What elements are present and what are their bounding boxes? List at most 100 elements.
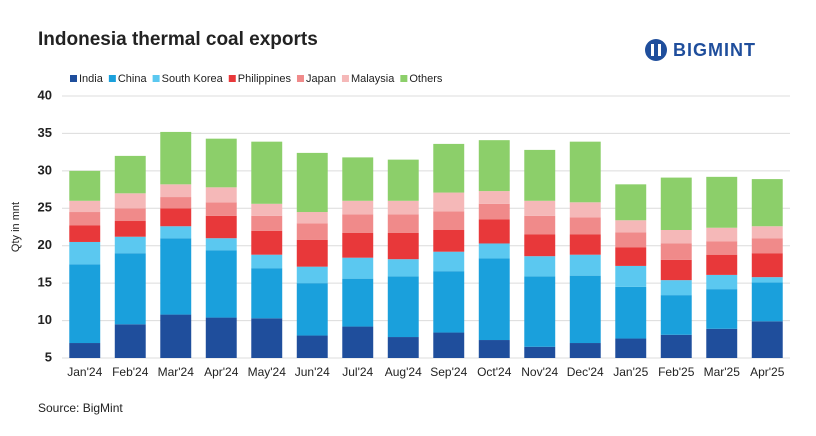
bar-segment bbox=[387, 200, 419, 215]
bar-segment bbox=[524, 215, 556, 235]
bar-segment bbox=[387, 232, 419, 260]
bar-segment bbox=[342, 278, 374, 327]
y-tick-label: 15 bbox=[38, 275, 52, 290]
bar-segment bbox=[69, 225, 101, 242]
legend-swatch bbox=[152, 75, 160, 82]
bar-segment bbox=[478, 258, 510, 341]
bar-segment bbox=[524, 256, 556, 277]
bar-segment bbox=[615, 338, 647, 358]
legend-swatch bbox=[70, 75, 77, 82]
bar-segment bbox=[69, 170, 101, 201]
bar-segment bbox=[478, 219, 510, 244]
bar-segment bbox=[387, 276, 419, 338]
legend-swatch bbox=[228, 75, 236, 82]
bar-segment bbox=[251, 215, 283, 231]
bar-segment bbox=[478, 191, 510, 204]
bar-segment bbox=[478, 140, 510, 192]
bar-segment bbox=[569, 254, 601, 276]
bar-segment bbox=[706, 241, 738, 255]
bar-segment bbox=[160, 184, 192, 198]
bar-segment bbox=[160, 208, 192, 227]
bar-segment bbox=[524, 234, 556, 257]
x-tick-label: Apr'25 bbox=[750, 365, 785, 379]
bar-segment bbox=[433, 211, 465, 230]
legend-label: Others bbox=[409, 73, 443, 85]
bar-segment bbox=[342, 200, 374, 215]
x-tick-label: Oct'24 bbox=[477, 365, 512, 379]
y-tick-label: 35 bbox=[38, 125, 52, 140]
bar-segment bbox=[114, 221, 146, 237]
brand-name: BIGMINT bbox=[673, 40, 756, 60]
bar-segment bbox=[569, 217, 601, 235]
bar-segment bbox=[751, 179, 783, 227]
bar-segment bbox=[205, 215, 237, 239]
legend-label: China bbox=[118, 73, 148, 85]
bar-segment bbox=[615, 220, 647, 233]
bar-segment bbox=[296, 335, 328, 358]
bar-segment bbox=[615, 247, 647, 266]
bar-segment bbox=[160, 197, 192, 209]
bar-segment bbox=[69, 212, 101, 226]
bar-segment bbox=[569, 343, 601, 358]
source-note: Source: BigMint bbox=[38, 401, 123, 415]
legend-swatch bbox=[341, 75, 349, 82]
bar-segment bbox=[251, 141, 283, 204]
bar-segment bbox=[342, 157, 374, 201]
bar-segment bbox=[160, 314, 192, 358]
bar-segment bbox=[660, 177, 692, 230]
bar-segment bbox=[205, 202, 237, 216]
bar-segment bbox=[751, 226, 783, 239]
bar-segment bbox=[296, 266, 328, 284]
bar-segment bbox=[387, 159, 419, 201]
bar-segment bbox=[69, 264, 101, 344]
x-tick-label: May'24 bbox=[248, 365, 287, 379]
bar-segment bbox=[660, 259, 692, 281]
bar-segment bbox=[433, 332, 465, 358]
bar-segment bbox=[114, 253, 146, 325]
bar-segment bbox=[660, 243, 692, 260]
bar-segment bbox=[251, 203, 283, 216]
bar-segment bbox=[205, 138, 237, 188]
bar-segment bbox=[114, 155, 146, 194]
bar-segment bbox=[524, 149, 556, 201]
y-axis-label: Qty in mnt bbox=[10, 202, 22, 252]
x-tick-label: Apr'24 bbox=[204, 365, 239, 379]
legend-label: Japan bbox=[306, 73, 336, 85]
bar-segment bbox=[342, 232, 374, 258]
x-tick-label: Feb'24 bbox=[112, 365, 149, 379]
bar-segment bbox=[114, 193, 146, 209]
bar-segment bbox=[615, 265, 647, 287]
bar-segment bbox=[524, 346, 556, 358]
bar-segment bbox=[660, 295, 692, 335]
bar-segment bbox=[342, 326, 374, 358]
bar-segment bbox=[660, 229, 692, 244]
x-tick-label: Jun'24 bbox=[295, 365, 330, 379]
bar-segment bbox=[342, 257, 374, 279]
bar-segment bbox=[160, 238, 192, 315]
bar-segment bbox=[706, 254, 738, 275]
bar-segment bbox=[205, 250, 237, 318]
x-tick-label: Mar'24 bbox=[158, 365, 195, 379]
y-tick-label: 25 bbox=[38, 200, 52, 215]
bar-segment bbox=[114, 324, 146, 358]
legend-label: Malaysia bbox=[351, 73, 395, 85]
bar-segment bbox=[205, 317, 237, 358]
legend-label: India bbox=[79, 73, 104, 85]
bar-segment bbox=[706, 328, 738, 358]
bar-segment bbox=[751, 238, 783, 254]
bar-segment bbox=[660, 280, 692, 296]
bar-segment bbox=[569, 234, 601, 255]
x-tick-label: Sep'24 bbox=[430, 365, 467, 379]
brand-logo: BIGMINT bbox=[645, 39, 756, 61]
x-tick-label: Dec'24 bbox=[567, 365, 604, 379]
bar-segment bbox=[706, 274, 738, 290]
y-tick-label: 30 bbox=[38, 162, 52, 177]
bar-segment bbox=[114, 208, 146, 222]
bar-segment bbox=[205, 187, 237, 203]
x-tick-label: Feb'25 bbox=[658, 365, 695, 379]
bar-segment bbox=[296, 212, 328, 224]
x-tick-label: Nov'24 bbox=[521, 365, 558, 379]
bar-segment bbox=[433, 229, 465, 252]
bar-segment bbox=[296, 152, 328, 213]
bar-segment bbox=[69, 200, 101, 213]
